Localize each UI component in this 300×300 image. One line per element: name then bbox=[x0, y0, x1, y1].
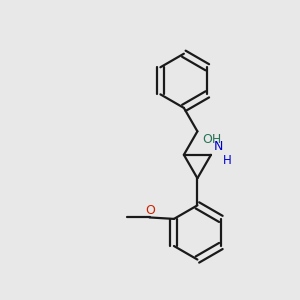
Text: H: H bbox=[223, 154, 232, 166]
Text: O: O bbox=[145, 204, 155, 217]
Text: N: N bbox=[213, 140, 223, 153]
Text: OH: OH bbox=[202, 133, 221, 146]
